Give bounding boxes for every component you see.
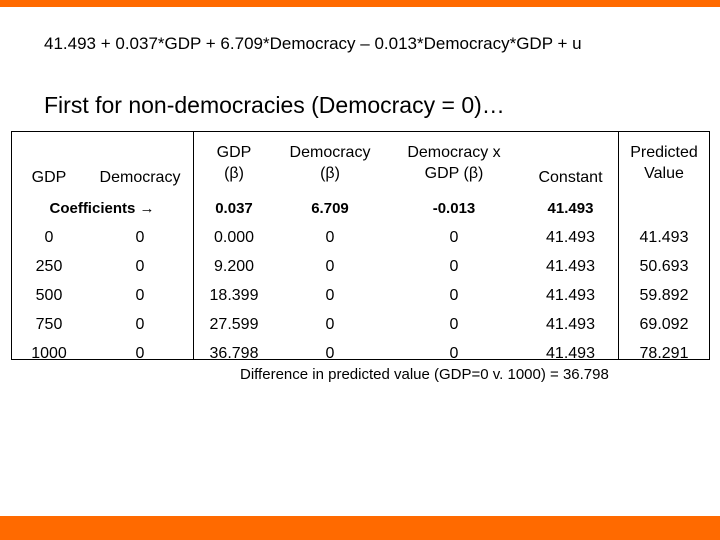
- header-democracy-beta: Democracy (β): [289, 143, 371, 182]
- cell-gdp-term: 18.399: [209, 286, 259, 304]
- header-gdp-beta: GDP (β): [216, 143, 252, 182]
- cell-constant: 41.493: [546, 286, 595, 304]
- cell-gdp: 750: [35, 315, 63, 333]
- cell-gdp-term: 9.200: [213, 257, 255, 275]
- cell-gdp-term: 27.599: [209, 315, 259, 333]
- right-arrow-icon: →: [139, 200, 155, 217]
- coef-constant: 41.493: [547, 200, 594, 217]
- coef-gdp: 0.037: [215, 200, 253, 217]
- cell-democracy-term: 0: [325, 257, 335, 275]
- cell-predicted: 41.493: [639, 228, 689, 246]
- slide-heading: First for non-democracies (Democracy = 0…: [44, 92, 505, 118]
- table-row: 500 0 18.399 0 0 41.493 59.892: [11, 281, 710, 310]
- table-row: 750 0 27.599 0 0 41.493 69.092: [11, 310, 710, 339]
- cell-gdp: 250: [35, 257, 63, 275]
- cell-constant: 41.493: [546, 257, 595, 275]
- results-table: GDP Democracy GDP (β) Democracy (β) Democr…: [11, 131, 710, 362]
- table-top-border: [11, 131, 710, 132]
- top-accent-bar: [0, 0, 720, 7]
- cell-democracy: 0: [135, 228, 145, 246]
- table-row: 250 0 9.200 0 0 41.493 50.693: [11, 252, 710, 281]
- coefficients-label: Coefficients →: [49, 200, 155, 217]
- cell-gdp-term: 0.000: [213, 228, 255, 246]
- cell-democracy-term: 0: [325, 315, 335, 333]
- cell-predicted: 59.892: [639, 286, 689, 304]
- coef-democracy: 6.709: [311, 200, 349, 217]
- cell-predicted: 69.092: [639, 315, 689, 333]
- header-democracy: Democracy: [99, 169, 181, 186]
- cell-constant: 41.493: [546, 344, 595, 362]
- cell-democracy: 0: [135, 315, 145, 333]
- cell-gdp: 0: [44, 228, 54, 246]
- table-bottom-border: [11, 359, 710, 360]
- cell-constant: 41.493: [546, 315, 595, 333]
- header-predicted-value: Predicted Value: [630, 143, 698, 182]
- cell-interaction-term: 0: [449, 315, 459, 333]
- header-constant: Constant: [538, 169, 603, 186]
- table-right-border: [709, 131, 710, 360]
- cell-interaction-term: 0: [449, 344, 459, 362]
- cell-democracy: 0: [135, 286, 145, 304]
- bottom-accent-bar: [0, 516, 720, 540]
- cell-predicted: 50.693: [639, 257, 689, 275]
- table-row: 0 0 0.000 0 0 41.493 41.493: [11, 223, 710, 252]
- cell-gdp: 1000: [31, 344, 67, 362]
- cell-interaction-term: 0: [449, 286, 459, 304]
- coefficients-row: Coefficients → 0.037 6.709 -0.013 41.493: [11, 194, 710, 223]
- coef-interaction: -0.013: [432, 200, 476, 217]
- cell-democracy: 0: [135, 257, 145, 275]
- cell-democracy: 0: [135, 344, 145, 362]
- cell-constant: 41.493: [546, 228, 595, 246]
- cell-democracy-term: 0: [325, 344, 335, 362]
- header-interaction-beta: Democracy x GDP (β): [407, 143, 501, 182]
- cell-interaction-term: 0: [449, 257, 459, 275]
- difference-caption: Difference in predicted value (GDP=0 v. …: [240, 366, 609, 383]
- header-row: GDP Democracy GDP (β) Democracy (β) Democr…: [11, 131, 710, 194]
- table-divider-gdp-beta: [193, 131, 194, 360]
- cell-gdp: 500: [35, 286, 63, 304]
- coef-empty: [618, 194, 710, 223]
- cell-predicted: 78.291: [639, 344, 689, 362]
- header-gdp: GDP: [31, 169, 67, 186]
- table-left-border: [11, 131, 12, 360]
- cell-democracy-term: 0: [325, 286, 335, 304]
- cell-interaction-term: 0: [449, 228, 459, 246]
- regression-equation: 41.493 + 0.037*GDP + 6.709*Democracy – 0…: [44, 34, 582, 53]
- table-divider-constant-right: [618, 131, 619, 360]
- table-row: 1000 0 36.798 0 0 41.493 78.291: [11, 339, 710, 368]
- cell-gdp-term: 36.798: [209, 344, 259, 362]
- cell-democracy-term: 0: [325, 228, 335, 246]
